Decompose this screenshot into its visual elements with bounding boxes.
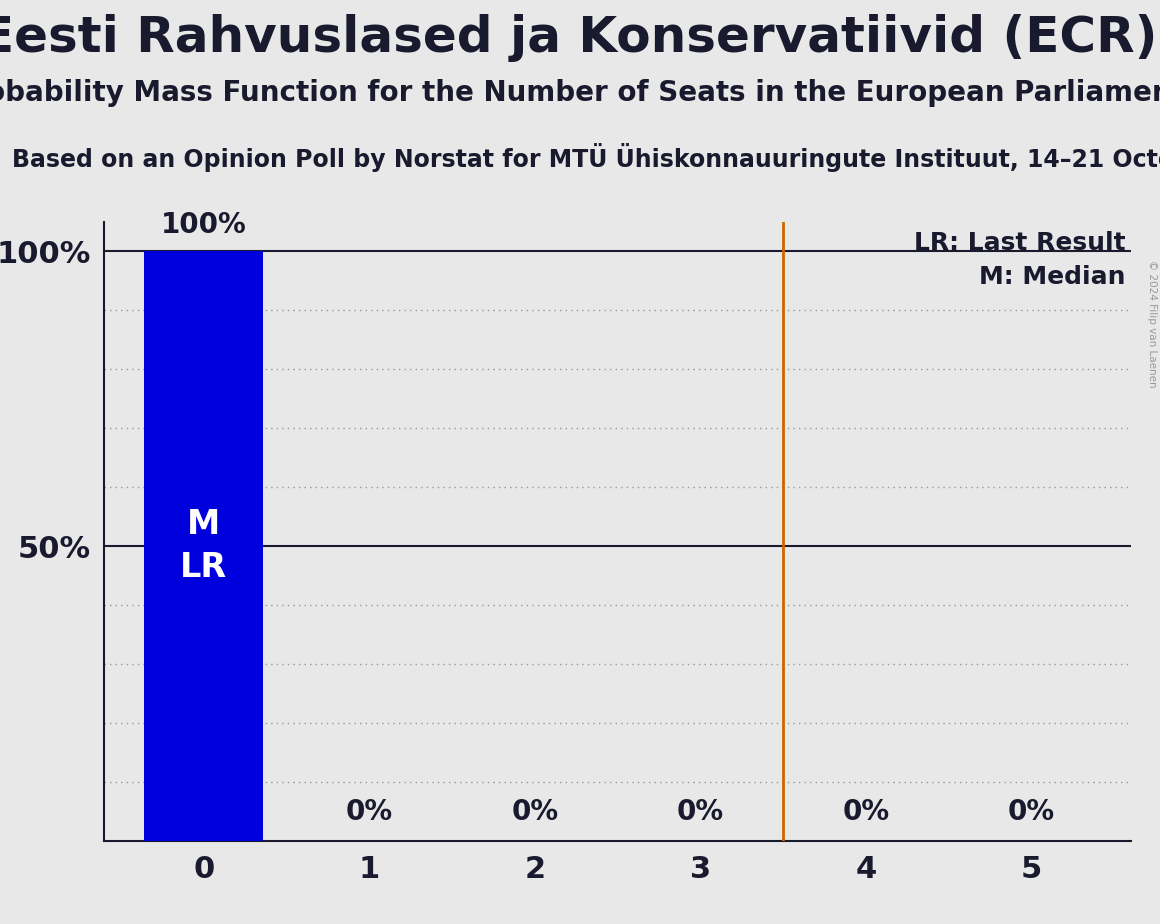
Text: M: Median: M: Median — [979, 265, 1126, 289]
Text: Eesti Rahvuslased ja Konservatiivid (ECR): Eesti Rahvuslased ja Konservatiivid (ECR… — [0, 14, 1157, 62]
Text: 0%: 0% — [842, 798, 890, 826]
Text: LR: Last Result: LR: Last Result — [914, 231, 1126, 255]
Text: 0%: 0% — [1008, 798, 1056, 826]
Text: 100%: 100% — [161, 212, 247, 239]
Text: 0%: 0% — [346, 798, 393, 826]
Text: M
LR: M LR — [180, 508, 227, 584]
Text: © 2024 Filip van Laenen: © 2024 Filip van Laenen — [1147, 260, 1157, 387]
Text: Based on an Opinion Poll by Norstat for MTÜ Ühiskonnauuringute Instituut, 14–21 : Based on an Opinion Poll by Norstat for … — [12, 143, 1160, 172]
Bar — [144, 251, 263, 841]
Text: 0%: 0% — [512, 798, 558, 826]
Text: Probability Mass Function for the Number of Seats in the European Parliament: Probability Mass Function for the Number… — [0, 79, 1160, 106]
Text: 0%: 0% — [677, 798, 724, 826]
